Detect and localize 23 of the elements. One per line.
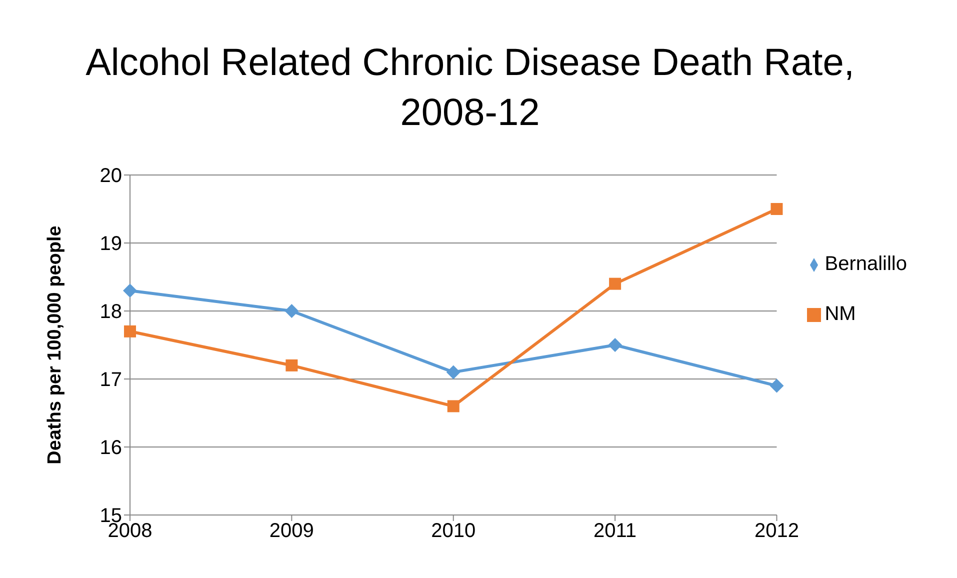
legend-label: Bernalillo [824, 253, 907, 275]
point [608, 338, 622, 352]
point [609, 278, 622, 290]
x-tick-label: 2012 [754, 520, 799, 542]
point [447, 400, 460, 412]
point [123, 284, 137, 298]
y-tick-label: 20 [100, 165, 122, 188]
chart-title: Alcohol Related Chronic Disease Death Rate, 2008-12 [84, 41, 856, 136]
y-tick-label: 16 [100, 437, 122, 460]
y-tick-label: 17 [100, 369, 122, 392]
point [770, 378, 784, 393]
point [284, 304, 299, 318]
y-tick-label: 19 [100, 233, 122, 256]
point [286, 359, 298, 372]
legend-label: NM [824, 303, 856, 325]
y-axis-title: Deaths per 100,000 people [44, 226, 66, 464]
point [446, 365, 460, 380]
point [770, 203, 783, 215]
x-tick-label: 2010 [431, 520, 476, 542]
x-tick-label: 2011 [594, 520, 637, 542]
x-tick-label: 2009 [269, 520, 314, 542]
y-tick-label: 18 [100, 301, 122, 324]
point [124, 325, 136, 338]
